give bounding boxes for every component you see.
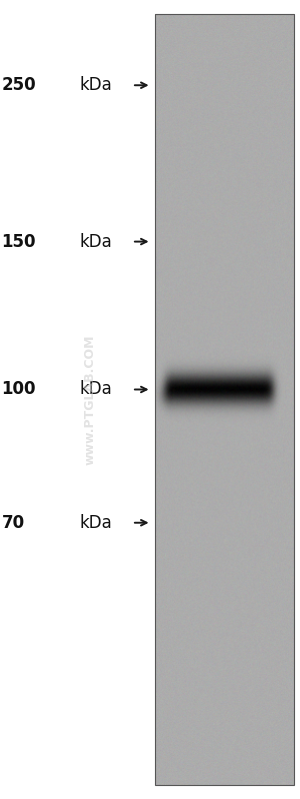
- Text: kDa: kDa: [80, 380, 112, 399]
- Bar: [154, 14, 294, 785]
- Text: 250: 250: [2, 76, 36, 94]
- Text: 150: 150: [2, 233, 36, 251]
- Text: kDa: kDa: [80, 76, 112, 94]
- Text: 100: 100: [2, 380, 36, 399]
- Text: kDa: kDa: [80, 233, 112, 251]
- Text: www.PTGLAB.COM: www.PTGLAB.COM: [83, 334, 97, 465]
- Text: kDa: kDa: [80, 514, 112, 532]
- Text: 70: 70: [2, 514, 25, 532]
